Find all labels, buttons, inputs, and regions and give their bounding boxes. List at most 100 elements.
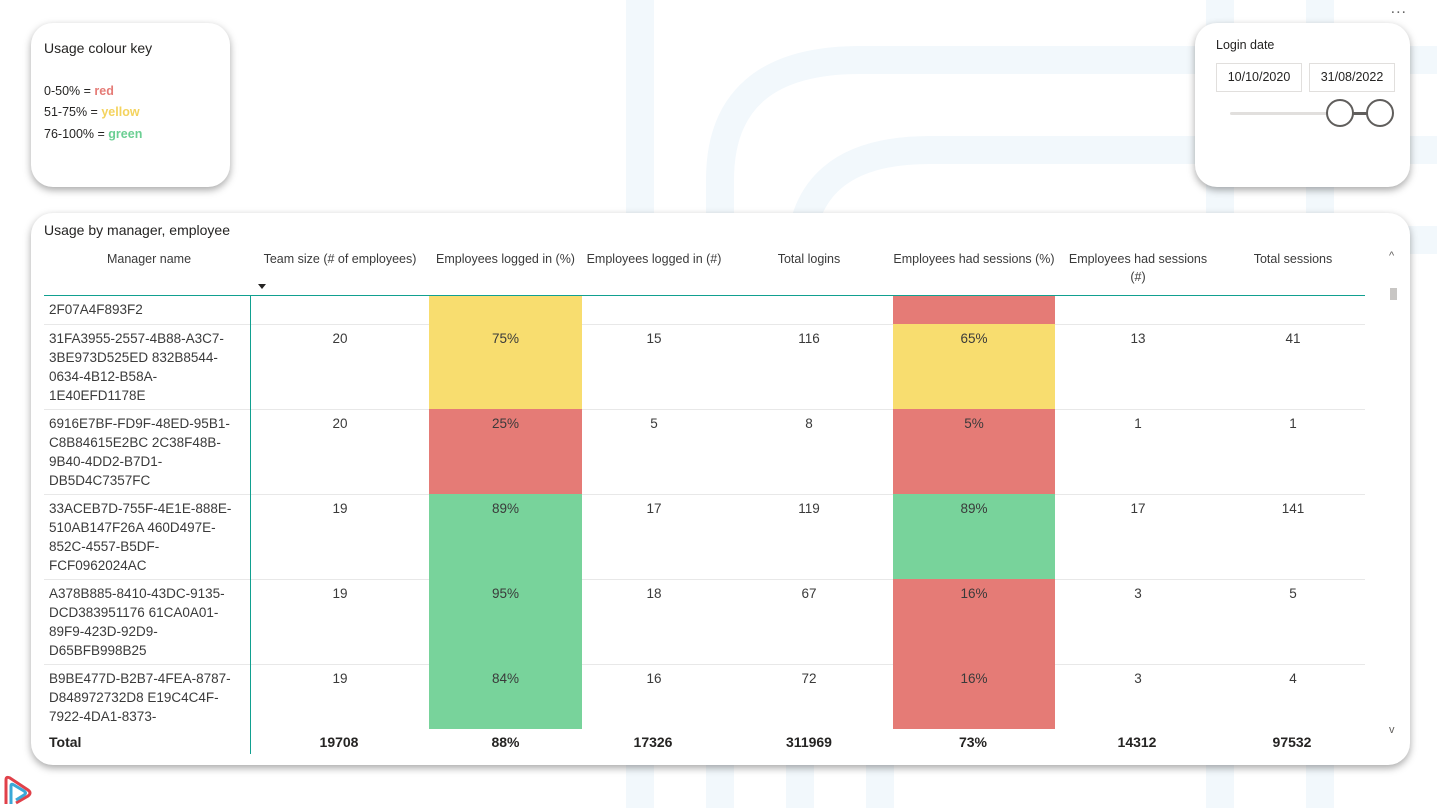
total-logins-cell: 116 — [739, 324, 879, 409]
header-logged-in-pct[interactable]: Employees logged in (%) — [436, 252, 575, 266]
table-body[interactable]: E1E3-4945-8E98- 2F07A4F893F2 31FA3955-2557… — [44, 296, 1365, 729]
key-row-green: 76-100% = green — [44, 127, 142, 141]
total-logins-cell: 67 — [739, 579, 879, 664]
end-date-handle[interactable] — [1366, 99, 1394, 127]
team-size-cell: 19 — [255, 579, 425, 664]
sessions-num-cell: 13 — [1061, 324, 1215, 409]
login-date-slicer: Login date 10/10/2020 31/08/2022 — [1195, 23, 1410, 187]
total-sessions-cell-value: 4 — [1289, 671, 1297, 686]
total-sessions-num: 14312 — [1117, 734, 1157, 750]
sessions-num-cell-value: 3 — [1134, 671, 1142, 686]
end-date-input[interactable]: 31/08/2022 — [1309, 63, 1395, 92]
logged-in-num-cell-value: 15 — [646, 331, 662, 346]
usage-colour-key-card: Usage colour key 0-50% = red 51-75% = ye… — [31, 23, 230, 187]
total-sessions-cell-value: 141 — [1281, 501, 1305, 516]
total-sessions-cell-value: 1 — [1289, 416, 1297, 431]
sort-descending-icon — [258, 284, 266, 289]
total-sessions-cell — [1223, 296, 1363, 324]
logged-in-pct-cell: 89% — [429, 494, 582, 579]
total-logins-cell-value: 67 — [801, 586, 817, 601]
scroll-down-icon[interactable]: v — [1389, 724, 1395, 736]
total-logins-cell-value — [739, 296, 879, 301]
total-logins-cell-value: 8 — [805, 416, 813, 431]
total-sessions-cell: 141 — [1223, 494, 1363, 579]
key-row-red: 0-50% = red — [44, 84, 114, 98]
start-date-handle[interactable] — [1326, 99, 1354, 127]
total-sessions-cell: 4 — [1223, 664, 1363, 729]
team-size-cell — [255, 296, 425, 324]
sessions-num-cell: 3 — [1061, 664, 1215, 729]
sessions-num-cell: 17 — [1061, 494, 1215, 579]
team-size-cell-value: 19 — [332, 671, 348, 686]
sessions-pct-cell-value: 16% — [960, 671, 988, 686]
scroll-up-icon[interactable]: ^ — [1389, 250, 1395, 262]
table-scrollbar[interactable]: ^ v — [1387, 250, 1401, 750]
total-logins: 311969 — [786, 734, 832, 750]
header-sessions-num[interactable]: Employees had sessions (#) — [1068, 252, 1208, 284]
logged-in-pct-cell: 75% — [429, 324, 582, 409]
header-sessions-pct[interactable]: Employees had sessions (%) — [893, 252, 1055, 266]
team-size-cell: 20 — [255, 409, 425, 494]
logged-in-num-cell-value — [583, 296, 725, 301]
start-date-input[interactable]: 10/10/2020 — [1216, 63, 1302, 92]
sessions-num-cell-value — [1061, 296, 1215, 301]
header-logged-in-num[interactable]: Employees logged in (#) — [586, 252, 722, 266]
more-options-icon[interactable]: ... — [1390, 0, 1407, 17]
logged-in-num-cell-value: 18 — [646, 586, 662, 601]
logged-in-num-cell: 15 — [583, 324, 725, 409]
header-manager-name[interactable]: Manager name — [106, 252, 192, 266]
total-logins-cell: 72 — [739, 664, 879, 729]
sessions-pct-cell: 65% — [893, 324, 1055, 409]
table-row[interactable]: A378B885-8410-43DC-9135-DCD383951176 61C… — [44, 579, 1365, 665]
scroll-thumb[interactable] — [1390, 288, 1397, 300]
total-logins-cell-value: 119 — [798, 501, 820, 516]
sessions-num-cell-value: 13 — [1130, 331, 1146, 346]
total-logins-cell: 8 — [739, 409, 879, 494]
logged-in-num-cell: 18 — [583, 579, 725, 664]
sessions-num-cell-value: 1 — [1134, 416, 1142, 431]
logged-in-pct-cell: 25% — [429, 409, 582, 494]
sessions-num-cell-value: 3 — [1134, 586, 1142, 601]
header-divider — [44, 295, 1365, 296]
sessions-pct-cell: 16% — [893, 579, 1055, 664]
logged-in-num-cell-value: 5 — [650, 416, 658, 431]
manager-name-partial: E1E3-4945-8E98- — [49, 296, 249, 300]
sessions-num-cell: 3 — [1061, 579, 1215, 664]
manager-name-cell: 31FA3955-2557-4B88-A3C7-3BE973D525ED 832… — [49, 331, 224, 403]
sessions-pct-cell — [893, 296, 1055, 324]
table-row[interactable]: 6916E7BF-FD9F-48ED-95B1-C8B84615E2BC 2C3… — [44, 409, 1365, 495]
header-total-sessions[interactable]: Total sessions — [1253, 252, 1333, 266]
key-title: Usage colour key — [44, 40, 153, 56]
logged-in-pct-cell: 95% — [429, 579, 582, 664]
total-logins-cell-value: 116 — [798, 331, 820, 346]
table-row[interactable]: 33ACEB7D-755F-4E1E-888E-510AB147F26A 460… — [44, 494, 1365, 580]
table-row[interactable]: B9BE477D-B2B7-4FEA-8787-D848972732D8 E19… — [44, 664, 1365, 729]
header-total-logins[interactable]: Total logins — [777, 252, 841, 266]
sessions-num-cell-value: 17 — [1130, 501, 1146, 516]
team-size-cell-value: 19 — [332, 501, 348, 516]
manager-name-cell: A378B885-8410-43DC-9135-DCD383951176 61C… — [49, 586, 225, 658]
logged-in-num-cell-value: 17 — [646, 501, 662, 516]
date-slider-track[interactable] — [1230, 112, 1380, 115]
logged-in-pct-cell-value: 25% — [491, 416, 520, 431]
table-row[interactable]: 31FA3955-2557-4B88-A3C7-3BE973D525ED 832… — [44, 324, 1365, 410]
logged-in-pct-cell: 84% — [429, 664, 582, 729]
total-team-size: 19708 — [319, 734, 359, 750]
header-team-size[interactable]: Team size (# of employees) — [263, 252, 417, 266]
brand-logo-icon — [4, 775, 32, 805]
table-row[interactable]: E1E3-4945-8E98- 2F07A4F893F2 — [44, 296, 1365, 325]
sessions-pct-cell-value: 16% — [960, 586, 988, 601]
total-logins-cell: 119 — [739, 494, 879, 579]
total-sessions-cell-value: 5 — [1289, 586, 1297, 601]
team-size-cell-value — [255, 296, 425, 301]
key-color-word: green — [108, 127, 143, 141]
manager-name-text: 2F07A4F893F2 — [49, 302, 143, 317]
logged-in-num-cell: 17 — [583, 494, 725, 579]
team-size-cell-value: 20 — [332, 416, 348, 431]
team-size-cell: 19 — [255, 494, 425, 579]
total-sessions-cell-value: 41 — [1285, 331, 1301, 346]
logged-in-num-cell — [583, 296, 725, 324]
key-color-word: yellow — [101, 105, 140, 119]
team-size-cell-value: 20 — [332, 331, 348, 346]
manager-name-cell: 33ACEB7D-755F-4E1E-888E-510AB147F26A 460… — [49, 501, 232, 573]
